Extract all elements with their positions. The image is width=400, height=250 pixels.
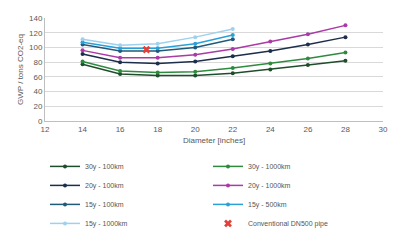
- svg-text:20: 20: [33, 102, 42, 111]
- svg-text:0: 0: [38, 117, 43, 126]
- svg-text:120: 120: [29, 29, 43, 38]
- svg-text:15y - 500km: 15y - 500km: [248, 201, 287, 209]
- svg-text:30y - 1000km: 30y - 1000km: [248, 163, 291, 171]
- svg-text:GWP / tons CO2-eq: GWP / tons CO2-eq: [16, 34, 25, 105]
- svg-text:15y - 100km: 15y - 100km: [85, 201, 124, 209]
- svg-text:20y - 100km: 20y - 100km: [85, 182, 124, 190]
- svg-text:Diameter [inches]: Diameter [inches]: [183, 136, 245, 145]
- svg-text:16: 16: [116, 125, 125, 134]
- svg-text:Conventional DN500 pipe: Conventional DN500 pipe: [248, 220, 328, 228]
- svg-text:30y - 100km: 30y - 100km: [85, 163, 124, 171]
- svg-text:60: 60: [33, 73, 42, 82]
- svg-text:24: 24: [266, 125, 275, 134]
- svg-text:12: 12: [41, 125, 50, 134]
- svg-text:18: 18: [153, 125, 162, 134]
- svg-text:26: 26: [303, 125, 312, 134]
- svg-text:22: 22: [228, 125, 237, 134]
- svg-text:40: 40: [33, 87, 42, 96]
- svg-text:28: 28: [341, 125, 350, 134]
- svg-text:80: 80: [33, 58, 42, 67]
- svg-text:14: 14: [78, 125, 87, 134]
- svg-text:30: 30: [379, 125, 388, 134]
- svg-text:140: 140: [29, 14, 43, 23]
- svg-text:20y - 1000km: 20y - 1000km: [248, 182, 291, 190]
- svg-text:15y - 1000km: 15y - 1000km: [85, 220, 128, 228]
- svg-text:20: 20: [191, 125, 200, 134]
- svg-text:100: 100: [29, 43, 43, 52]
